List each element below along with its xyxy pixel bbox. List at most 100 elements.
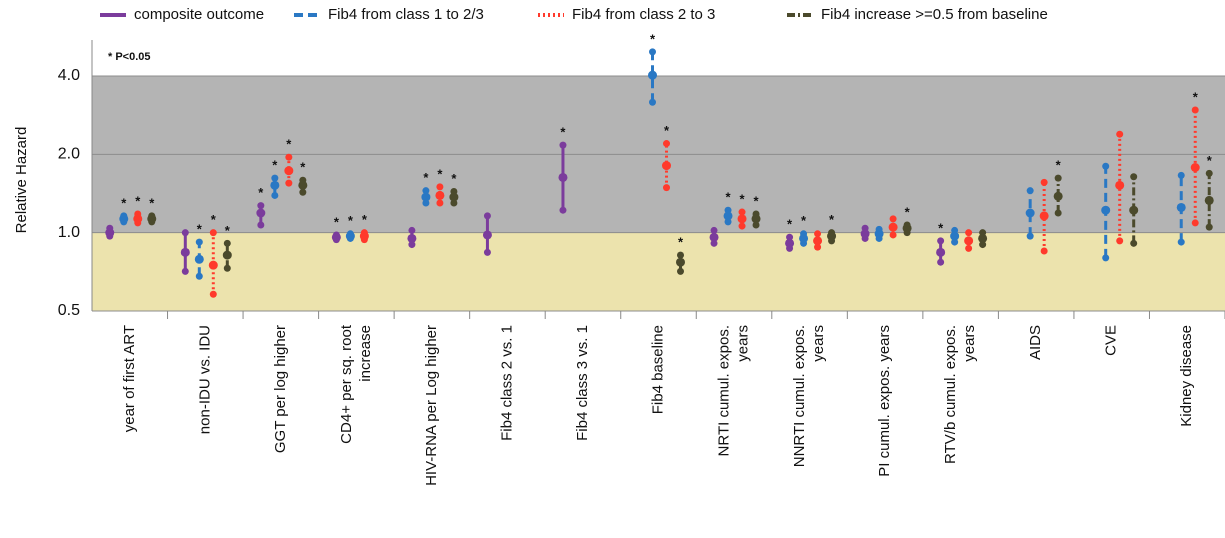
significance-star: * xyxy=(787,217,793,232)
x-tick-label: GGT per log higher xyxy=(272,325,289,453)
significance-star: * xyxy=(286,137,292,152)
ci-upper xyxy=(271,174,279,182)
ci-upper xyxy=(1191,106,1199,114)
point-estimate xyxy=(435,190,445,200)
point-estimate xyxy=(813,236,823,246)
point-estimate xyxy=(1204,195,1214,205)
significance-star: * xyxy=(678,235,684,250)
significance-star: * xyxy=(121,195,127,210)
ci-upper xyxy=(1102,162,1110,170)
x-label-group: CD4+ per sq. root increase xyxy=(338,324,374,444)
point-estimate xyxy=(331,232,341,242)
significance-star: * xyxy=(348,213,354,228)
ci-upper xyxy=(1116,130,1124,138)
x-tick-label: year of first ART xyxy=(121,325,138,432)
ci-lower xyxy=(649,98,656,106)
significance-star: * xyxy=(829,212,835,227)
ci-lower xyxy=(814,243,822,251)
ci-lower xyxy=(1177,238,1185,246)
y-tick-label: 1.0 xyxy=(58,224,80,241)
annotation: * P<0.05 xyxy=(108,51,151,63)
x-label-group: non-IDU vs. IDU xyxy=(196,325,213,434)
point-estimate xyxy=(482,230,492,240)
point-estimate xyxy=(1025,208,1035,218)
ci-upper xyxy=(285,153,293,161)
ci-upper xyxy=(559,141,567,149)
point-estimate xyxy=(662,161,671,171)
point-estimate xyxy=(407,233,417,243)
point-estimate xyxy=(827,231,837,241)
significance-star: * xyxy=(258,185,264,200)
y-tick-label: 2.0 xyxy=(58,146,80,163)
x-label-group: RTV/b cumul. expos. years xyxy=(942,325,978,464)
point-estimate xyxy=(194,254,204,264)
point-estimate xyxy=(888,222,898,232)
ci-lower xyxy=(1116,237,1124,245)
point-estimate xyxy=(1176,202,1186,212)
significance-star: * xyxy=(334,214,340,229)
point-estimate xyxy=(256,208,266,218)
point-estimate xyxy=(1053,191,1063,201)
ci-lower xyxy=(1205,223,1213,231)
ci-upper xyxy=(209,229,217,237)
x-tick-label: NNRTI cumul. expos. years xyxy=(791,325,827,467)
ci-lower xyxy=(450,199,458,207)
point-estimate xyxy=(449,192,459,202)
x-tick-label: Kidney disease xyxy=(1178,325,1195,427)
x-label-group: Kidney disease xyxy=(1178,325,1195,427)
point-estimate xyxy=(751,214,761,224)
ci-upper xyxy=(738,208,746,216)
point-estimate xyxy=(270,180,280,190)
point-estimate xyxy=(1039,211,1049,221)
significance-star: * xyxy=(905,204,911,219)
ci-upper xyxy=(965,229,973,237)
ci-upper xyxy=(1026,187,1034,195)
point-estimate xyxy=(180,247,190,257)
x-tick-label: Fib4 class 3 vs. 1 xyxy=(574,325,591,441)
x-label-group: year of first ART xyxy=(121,325,138,432)
point-estimate xyxy=(950,231,960,241)
point-estimate xyxy=(737,214,747,224)
significance-star: * xyxy=(726,190,732,205)
ci-lower xyxy=(724,218,732,226)
ci-lower xyxy=(223,264,231,272)
y-tick-label: 4.0 xyxy=(58,67,80,84)
ci-lower xyxy=(1130,239,1138,247)
point-estimate xyxy=(222,250,232,260)
significance-star: * xyxy=(362,212,368,227)
x-tick-label: RTV/b cumul. expos. years xyxy=(942,325,978,464)
significance-star: * xyxy=(135,193,141,208)
x-tick-label: non-IDU vs. IDU xyxy=(196,325,213,434)
ci-lower xyxy=(436,199,444,207)
point-estimate xyxy=(1190,162,1200,172)
significance-star: * xyxy=(664,123,670,138)
point-estimate xyxy=(359,231,369,241)
ci-lower xyxy=(663,184,670,192)
ci-lower xyxy=(422,199,430,207)
ci-upper xyxy=(786,233,794,241)
point-estimate xyxy=(1129,205,1139,215)
ci-lower xyxy=(257,221,265,229)
point-estimate xyxy=(1115,180,1125,190)
ci-upper xyxy=(1177,171,1185,179)
significance-star: * xyxy=(801,213,807,228)
significance-star: * xyxy=(650,31,656,46)
significance-star: * xyxy=(437,166,443,181)
point-estimate xyxy=(421,192,431,202)
x-label-group: PI cumul. expos. years xyxy=(876,325,893,477)
ci-upper xyxy=(677,251,684,259)
ci-lower xyxy=(1040,247,1048,255)
ci-lower xyxy=(979,241,987,249)
significance-star: * xyxy=(211,212,217,227)
significance-star: * xyxy=(272,158,278,173)
significance-star: * xyxy=(197,222,203,237)
x-tick-label: HIV-RNA per Log higher xyxy=(423,325,440,486)
significance-star: * xyxy=(1207,153,1213,168)
ci-upper xyxy=(889,215,897,223)
ci-upper xyxy=(181,229,189,237)
ci-lower xyxy=(1026,232,1034,240)
y-axis-title: Relative Hazard xyxy=(13,127,30,234)
point-estimate xyxy=(799,233,809,243)
x-label-group: NRTI cumul. expos. years xyxy=(716,325,752,456)
point-estimate xyxy=(874,229,884,239)
